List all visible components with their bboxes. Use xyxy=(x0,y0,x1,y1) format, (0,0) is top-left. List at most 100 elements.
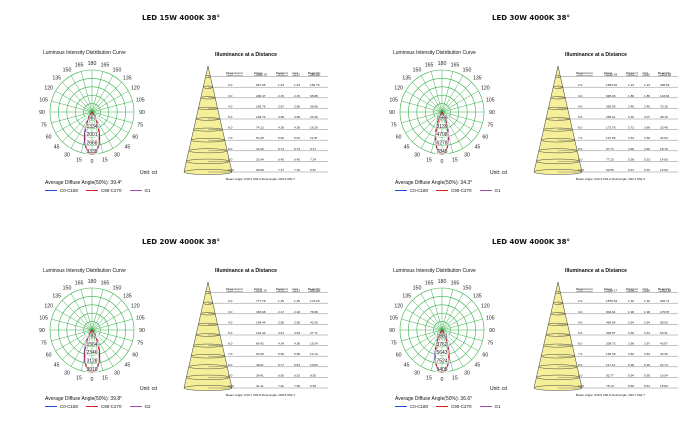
grid-spoke xyxy=(401,318,443,331)
table-cell: 4.34 xyxy=(278,342,284,346)
grid-spoke xyxy=(51,100,93,113)
angle-label: 150 xyxy=(463,68,472,74)
legend: C0-C180 C90-C270 G2 xyxy=(45,404,159,409)
grid-spoke xyxy=(51,111,93,124)
grid-spoke xyxy=(441,90,479,113)
table-header: Diam(m) xyxy=(626,71,638,75)
table-cell: 9.0 xyxy=(578,373,583,377)
table-cell: 3.63 xyxy=(294,331,300,335)
table-cell: 1.0 xyxy=(578,73,583,77)
grid-spoke xyxy=(51,318,93,331)
table-cell: 9.17 xyxy=(310,147,316,151)
table-header: Diam(m) xyxy=(276,287,288,291)
table-cell: 8.0 xyxy=(228,147,233,151)
panel-title: LED 15W 4000K 38° xyxy=(142,14,220,22)
grid-spoke xyxy=(91,82,122,113)
legend-label: G1 xyxy=(494,404,501,409)
grid-spoke xyxy=(441,308,479,331)
grid-spoke xyxy=(430,71,443,113)
legend-label: G1 xyxy=(144,188,151,193)
radial-label-bg xyxy=(435,332,449,339)
grid-spoke xyxy=(405,308,443,331)
table-cell: 7.0 xyxy=(578,352,583,356)
table-cell: 1.45 xyxy=(278,299,284,303)
table-cell: 1.24 xyxy=(644,83,650,87)
legend-swatch xyxy=(129,190,142,191)
table-cell: 19.24 xyxy=(310,342,318,346)
angle-label: 90 xyxy=(389,328,395,334)
legend-swatch xyxy=(86,406,99,407)
table-cell: 175.87 xyxy=(660,310,670,314)
radial-tick-label: 1569 xyxy=(436,115,447,121)
table-header: E(lux) xyxy=(604,287,612,291)
legend-c90: C90-C270 xyxy=(86,404,122,409)
angle-label: 120 xyxy=(394,86,403,92)
radial-tick-label: 3128 xyxy=(86,359,97,365)
angle-label: 15 xyxy=(452,157,458,163)
radial-label-bg xyxy=(85,366,99,372)
table-cell: 5.01 xyxy=(294,136,300,140)
panel-2: LED 30W 4000K 38° Luminous Intensity Dis… xyxy=(350,0,700,210)
table-cell: 4.0 xyxy=(228,104,233,108)
table-cell: 2.86 xyxy=(294,104,300,108)
angle-label: 60 xyxy=(46,135,52,141)
grid-spoke xyxy=(62,82,93,113)
angle-label: 45 xyxy=(474,145,480,151)
panel-title: LED 40W 4000K 38° xyxy=(492,238,570,246)
legend-label: C0-C180 xyxy=(410,188,429,193)
table-cell: 6.93 xyxy=(310,384,316,388)
table-cell: 6.0 xyxy=(228,342,233,346)
angle-label: 105 xyxy=(486,97,495,103)
table-cell: 5.58 xyxy=(628,157,634,161)
radial-label-bg xyxy=(85,131,99,138)
angle-label: 30 xyxy=(64,370,70,376)
table-cell: 0.62 xyxy=(644,73,650,77)
legend-g: G2 xyxy=(129,404,151,409)
radial-tick-label: 9405 xyxy=(436,367,447,373)
table-cell: 6.50 xyxy=(278,373,284,377)
table-cell: 6.0 xyxy=(228,126,233,130)
table-cell: 194.44 xyxy=(256,320,266,324)
table-cell: 3.58 xyxy=(294,115,300,119)
table-cell: 33.40 xyxy=(660,126,668,130)
angle-label: 60 xyxy=(482,353,488,359)
radial-label-bg xyxy=(85,114,99,121)
grid-spoke xyxy=(412,82,443,113)
table-cell: 36.66 xyxy=(310,104,318,108)
illuminance-title: Illuminance at a Distance xyxy=(215,52,277,58)
table-cell: 469.64 xyxy=(606,320,616,324)
table-cell: 3.0 xyxy=(228,310,233,314)
angle-label: 0 xyxy=(91,159,94,165)
angle-label: 120 xyxy=(394,304,403,310)
table-cell: 4.0 xyxy=(228,320,233,324)
grid-spoke xyxy=(401,100,443,113)
beam-note: Beam Angle: 036.5 036.6 Field Angle: 062… xyxy=(576,393,645,397)
table-cell: 6.53 xyxy=(294,373,300,377)
radial-label-bg xyxy=(85,358,99,364)
angle-label: 15 xyxy=(102,157,108,163)
angle-label: 105 xyxy=(39,315,48,321)
grid-spoke xyxy=(420,75,443,113)
angle-label: 75 xyxy=(391,341,397,347)
angle-label: 75 xyxy=(487,341,493,347)
table-cell: 1.45 xyxy=(294,299,300,303)
table-header: Distance(m) xyxy=(576,71,593,75)
unit-label: Unit: cd xyxy=(490,170,507,176)
table-header: E(lux) xyxy=(254,71,262,75)
table-cell: 3.61 xyxy=(278,331,284,335)
panel-3: LED 20W 4000K 38° Luminous Intensity Dis… xyxy=(0,210,350,420)
table-cell: 1.0 xyxy=(578,289,583,293)
angle-label: 15 xyxy=(452,375,458,381)
beam-note: Beam Angle: 039.7 039.8 Field Angle: 068… xyxy=(226,393,295,397)
table-cell: 10.0 xyxy=(578,168,584,172)
radial-tick-label: 3335 xyxy=(86,149,97,155)
table-cell: 12.03 xyxy=(660,168,668,172)
table-cell: 2668.20 xyxy=(256,73,267,77)
table-cell: 6.45 xyxy=(278,157,284,161)
angle-label: 150 xyxy=(413,286,422,292)
angle-label: 75 xyxy=(41,341,47,347)
table-cell: 48.61 xyxy=(256,363,264,367)
grid-spoke xyxy=(441,300,472,331)
radial-tick-label: 1881 xyxy=(436,333,447,339)
angle-label: 135 xyxy=(123,293,132,299)
